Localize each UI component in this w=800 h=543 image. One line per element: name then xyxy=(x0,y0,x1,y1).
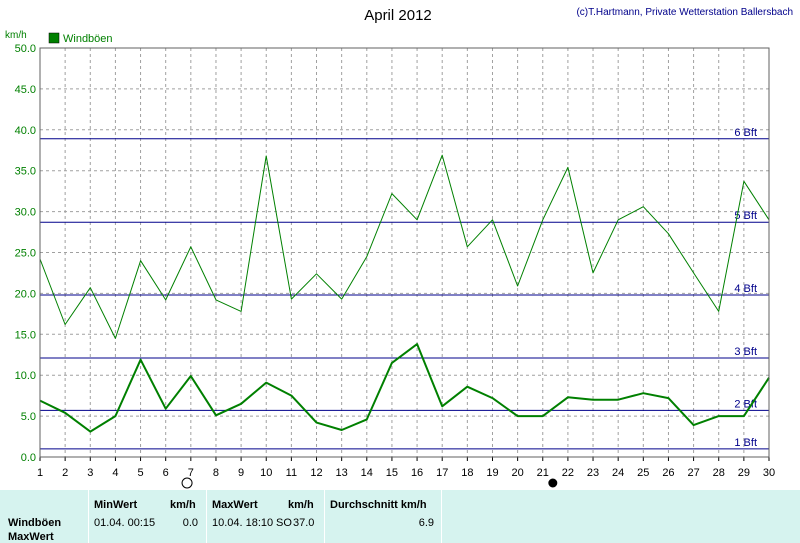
x-tick-label: 15 xyxy=(386,467,398,479)
x-tick-label: 1 xyxy=(37,467,43,479)
y-axis-unit-label: km/h xyxy=(5,30,27,41)
x-tick-labels: 1 2 3 4 5 6 7 8 9 10 11 12 13 14 15 16 17 18 19 20 21 22 23 24 2… xyxy=(37,457,775,479)
beaufort-label: 5 Bft xyxy=(734,210,757,222)
min-datetime: 01.04. 00:15 xyxy=(94,517,156,529)
x-tick-label: 19 xyxy=(486,467,498,479)
beaufort-lines: 1 Bft 2 Bft 3 Bft 4 Bft 5 Bft 6 Bft xyxy=(40,127,769,450)
x-tick-label: 21 xyxy=(537,467,549,479)
y-tick-label: 15.0 xyxy=(15,329,36,341)
x-tick-label: 12 xyxy=(310,467,322,479)
x-tick-label: 5 xyxy=(137,467,143,479)
max-datetime: 10.04. 18:10 xyxy=(212,517,274,529)
x-tick-label: 9 xyxy=(238,467,244,479)
x-tick-label: 27 xyxy=(687,467,699,479)
x-tick-label: 3 xyxy=(87,467,93,479)
max-unit: km/h xyxy=(288,499,314,511)
full-moon-icon xyxy=(181,477,193,489)
min-unit: km/h xyxy=(170,499,196,511)
beaufort-label: 3 Bft xyxy=(734,346,757,358)
x-tick-label: 16 xyxy=(411,467,423,479)
plot-border xyxy=(39,47,770,458)
max-header: MaxWert xyxy=(212,499,258,511)
footer-divider xyxy=(88,490,89,543)
beaufort-label: 6 Bft xyxy=(734,127,757,139)
x-tick-label: 29 xyxy=(738,467,750,479)
footer-divider xyxy=(441,490,442,543)
min-header: MinWert xyxy=(94,499,138,511)
x-tick-label: 2 xyxy=(62,467,68,479)
y-tick-label: 5.0 xyxy=(21,411,36,423)
series-line-mean xyxy=(39,343,770,433)
legend-label: Windböen xyxy=(63,33,113,45)
moon-phases xyxy=(181,477,558,489)
y-tick-label: 35.0 xyxy=(15,166,36,178)
max-direction: SO xyxy=(276,517,292,529)
x-tick-label: 11 xyxy=(286,467,297,479)
stats-footer: Windböen MaxWert MinWert km/h 01.04. 00:… xyxy=(0,490,800,543)
series-line-windboeen xyxy=(39,154,770,339)
y-tick-label: 40.0 xyxy=(15,125,36,137)
x-tick-label: 7 xyxy=(188,467,194,479)
grid xyxy=(39,47,770,458)
x-tick-label: 13 xyxy=(336,467,348,479)
y-tick-label: 45.0 xyxy=(15,84,36,96)
avg-header: Durchschnitt km/h xyxy=(330,499,427,511)
footer-divider xyxy=(324,490,325,543)
x-tick-label: 10 xyxy=(260,467,272,479)
x-tick-label: 4 xyxy=(112,467,118,479)
new-moon-icon xyxy=(548,478,558,488)
y-tick-label: 30.0 xyxy=(15,207,36,219)
x-tick-label: 14 xyxy=(361,467,373,479)
beaufort-label: 4 Bft xyxy=(734,283,757,295)
x-tick-label: 6 xyxy=(163,467,169,479)
x-tick-label: 25 xyxy=(637,467,649,479)
avg-value: 6.9 xyxy=(418,517,434,529)
y-tick-label: 20.0 xyxy=(15,288,36,300)
beaufort-label: 1 Bft xyxy=(734,437,757,449)
x-tick-label: 8 xyxy=(213,467,219,479)
x-tick-label: 28 xyxy=(713,467,725,479)
y-tick-label: 50.0 xyxy=(15,43,36,55)
min-value: 0.0 xyxy=(182,517,198,529)
chart-credit: (c)T.Hartmann, Private Wetterstation Bal… xyxy=(576,7,793,18)
y-tick-label: 0.0 xyxy=(21,452,36,464)
footer-divider xyxy=(206,490,207,543)
x-tick-label: 18 xyxy=(461,467,473,479)
series-lines xyxy=(39,154,770,433)
x-tick-label: 23 xyxy=(587,467,599,479)
footer-row-label-2: MaxWert xyxy=(8,531,54,543)
legend-swatch xyxy=(48,32,60,44)
max-value: 37.0 xyxy=(293,517,315,529)
wind-chart: April 2012 (c)T.Hartmann, Private Wetter… xyxy=(5,7,793,489)
x-tick-label: 17 xyxy=(436,467,448,479)
x-tick-label: 24 xyxy=(612,467,624,479)
chart-title: April 2012 xyxy=(364,7,432,24)
x-tick-label: 20 xyxy=(511,467,523,479)
footer-row-label: Windböen xyxy=(8,517,62,529)
y-tick-label: 25.0 xyxy=(15,248,36,260)
x-tick-label: 22 xyxy=(562,467,574,479)
x-tick-label: 26 xyxy=(662,467,674,479)
y-tick-label: 10.0 xyxy=(15,370,36,382)
x-tick-label: 30 xyxy=(763,467,775,479)
y-tick-labels: 0.0 5.0 10.0 15.0 20.0 25.0 30.0 35.0 40.0 45.0 50… xyxy=(15,43,36,464)
beaufort-label: 2 Bft xyxy=(734,398,757,410)
